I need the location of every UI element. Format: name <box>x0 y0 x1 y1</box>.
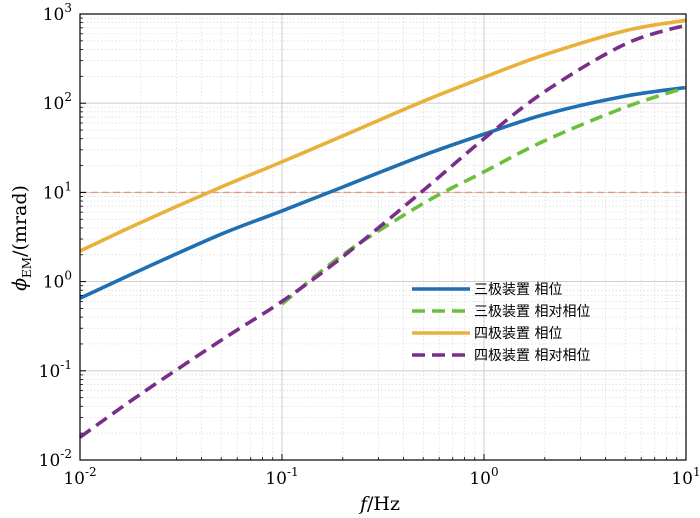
y-tick-label: 103 <box>43 1 72 25</box>
x-tick-base: 10 <box>671 469 693 489</box>
x-axis-title-main: f <box>358 493 370 515</box>
y-tick-label: 101 <box>43 179 72 203</box>
x-tick-exponent: 1 <box>693 465 700 479</box>
y-tick-label: 10-1 <box>39 358 72 382</box>
y-tick-exponent: 1 <box>64 179 72 193</box>
x-tick-exponent: -1 <box>287 465 299 479</box>
y-tick-base: 10 <box>43 94 65 114</box>
legend-label-three-electrode-phase: 三极装置 相位 <box>474 282 562 298</box>
legend-label-four-electrode-phase: 四极装置 相位 <box>474 326 562 342</box>
y-tick-exponent: 3 <box>64 1 72 15</box>
series-layer <box>78 18 687 439</box>
x-tick-label: 101 <box>671 465 700 489</box>
x-tick-labels: 10-2 10-1 100 101 <box>63 465 700 489</box>
x-tick-exponent: 0 <box>491 465 499 479</box>
series-line-three-electrode-phase <box>79 85 687 300</box>
y-tick-exponent: -2 <box>60 447 72 461</box>
legend-label-four-electrode-relative-phase: 四极装置 相对相位 <box>474 348 590 364</box>
y-tick-exponent: 0 <box>64 269 72 283</box>
y-tick-base: 10 <box>43 273 65 293</box>
x-tick-exponent: -2 <box>85 465 97 479</box>
x-tick-label: 10-2 <box>63 465 96 489</box>
x-tick-base: 10 <box>469 469 491 489</box>
plot-frame <box>79 13 687 461</box>
x-axis-title-unit: /Hz <box>367 493 400 515</box>
series-line-four-electrode-phase <box>79 18 687 253</box>
x-tick-base: 10 <box>265 469 287 489</box>
legend-label-three-electrode-relative-phase: 三极装置 相对相位 <box>474 304 590 320</box>
y-tick-base: 10 <box>43 183 65 203</box>
y-tick-base: 10 <box>39 451 61 471</box>
y-tick-exponent: 2 <box>64 90 72 104</box>
y-tick-label: 10-2 <box>39 447 72 471</box>
series-line-three-electrode-relative-phase <box>280 85 687 306</box>
plot-area <box>80 14 686 460</box>
y-axis-title: ϕEM/(mrad) <box>9 185 34 291</box>
y-tick-base: 10 <box>43 5 65 25</box>
y-tick-label: 100 <box>43 269 72 293</box>
y-axis-title-subscript: EM <box>20 257 34 278</box>
y-tick-base: 10 <box>39 362 61 382</box>
y-axis-title-unit: /(mrad) <box>9 185 31 257</box>
minor-gridlines <box>80 14 686 460</box>
y-tick-label: 102 <box>43 90 72 114</box>
y-tick-exponent: -1 <box>60 358 72 372</box>
x-tick-label: 10-1 <box>265 465 298 489</box>
x-tick-base: 10 <box>63 469 85 489</box>
series-line-four-electrode-relative-phase <box>78 23 687 439</box>
y-axis-title-symbol: ϕ <box>9 278 31 291</box>
x-axis-title: f/Hz <box>358 493 400 515</box>
x-tick-label: 100 <box>469 465 498 489</box>
